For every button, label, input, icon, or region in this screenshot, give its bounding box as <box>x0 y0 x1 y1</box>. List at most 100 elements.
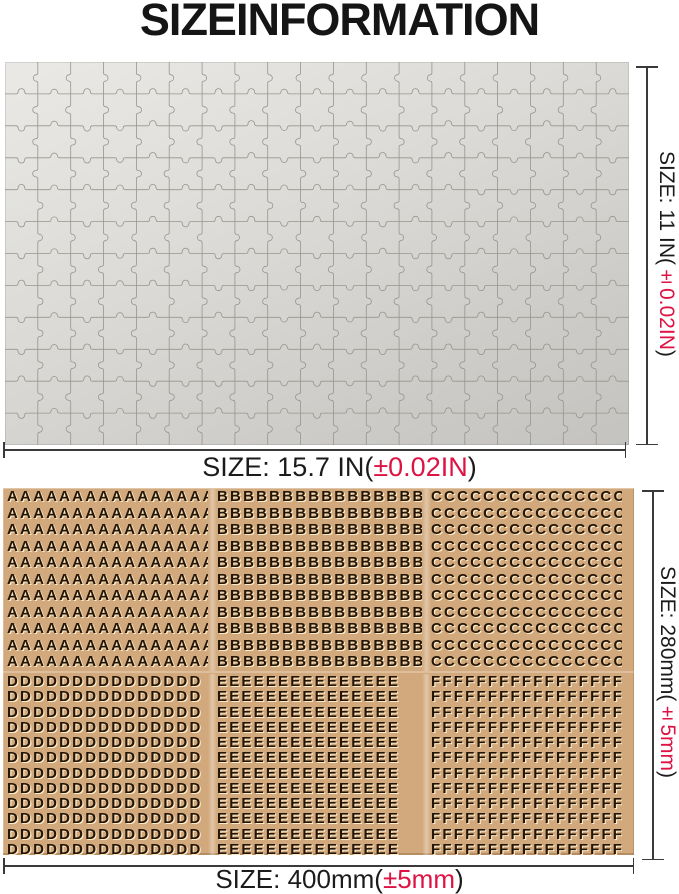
letter-row: CCCCCCCCCCCCCCC <box>431 636 622 654</box>
page-title: SIZEINFORMATION <box>139 0 540 45</box>
letter-block-e: EEEEEEEEEEEEEEE EEEEEEEEEEEEEEE EEEEEEEEEE… <box>217 674 422 857</box>
block-gap <box>208 674 217 858</box>
label-text: ) <box>467 452 477 482</box>
letter-row: BBBBBBBBBBBBBBBB <box>217 587 422 605</box>
letter-block-d: DDDDDDDDDDDDDDD DDDDDDDDDDDDDDD DDDDDDDDDD… <box>7 674 208 857</box>
letter-row: BBBBBBBBBBBBBBBB <box>217 603 422 621</box>
puzzle-pieces-pattern <box>5 62 629 445</box>
letter-row: CCCCCCCCCCCCCCC <box>431 504 622 522</box>
letter-block-f: FFFFFFFFFFFFFFFFF FFFFFFFFFFFFFFFFF FFFFFF… <box>431 674 622 857</box>
letter-row: CCCCCCCCCCCCCCC <box>431 587 622 605</box>
dimension-line-puzzle-height <box>636 66 658 445</box>
letter-row: BBBBBBBBBBBBBBBB <box>217 504 422 522</box>
label-text: SIZE: 15.7 IN( <box>202 452 374 482</box>
letter-row: DDDDDDDDDDDDDDD <box>7 825 203 843</box>
letter-row: EEEEEEEEEEEEEEE <box>217 703 401 721</box>
letter-row: BBBBBBBBBBBBBBBB <box>217 554 422 572</box>
letter-row: BBBBBBBBBBBBBBBB <box>217 570 422 588</box>
tolerance-value: ±5mm <box>656 701 679 772</box>
letter-row: EEEEEEEEEEEEEEE <box>217 795 401 813</box>
sheet-half: DDDDDDDDDDDDDDD DDDDDDDDDDDDDDD DDDDDDDDDD… <box>3 673 634 858</box>
tolerance-value: ±0.02IN <box>655 264 678 350</box>
letter-row: FFFFFFFFFFFFFFFFF <box>431 810 622 828</box>
dimension-line-puzzle-width <box>3 442 626 458</box>
letter-row: FFFFFFFFFFFFFFFFF <box>431 674 622 691</box>
letter-sticker-sheet: AAAAAAAAAAAAAAAA AAAAAAAAAAAAAAAA AAAAAAAA… <box>3 488 634 858</box>
label-text: SIZE: 400mm( <box>215 864 383 894</box>
block-gap <box>422 674 431 858</box>
letter-row: DDDDDDDDDDDDDDD <box>7 749 203 767</box>
letter-block-c: CCCCCCCCCCCCCCC CCCCCCCCCCCCCCC CCCCCCCCCC… <box>431 489 622 671</box>
letter-block-b: BBBBBBBBBBBBBBBB BBBBBBBBBBBBBBBB BBBBBBBB… <box>217 489 422 671</box>
letter-row: AAAAAAAAAAAAAAAA <box>7 504 208 522</box>
letter-row: FFFFFFFFFFFFFFFFF <box>431 764 622 782</box>
puzzle-width-label: SIZE: 15.7 IN(±0.02IN) <box>0 452 679 483</box>
letter-row: BBBBBBBBBBBBBBBB <box>217 636 422 654</box>
label-text: SIZE: 11 IN( <box>655 150 678 265</box>
letter-row: DDDDDDDDDDDDDDD <box>7 734 203 752</box>
blank-puzzle-image <box>5 62 629 445</box>
letter-row: DDDDDDDDDDDDDDD <box>7 718 203 736</box>
letter-row: EEEEEEEEEEEEEEE <box>217 779 401 797</box>
letter-row: DDDDDDDDDDDDDDD <box>7 764 203 782</box>
letter-row: DDDDDDDDDDDDDDD <box>7 779 203 797</box>
block-gap <box>208 489 217 672</box>
letter-row: EEEEEEEEEEEEEEE <box>217 718 401 736</box>
letter-row: CCCCCCCCCCCCCCC <box>431 570 622 588</box>
letter-row: FFFFFFFFFFFFFFFFF <box>431 749 622 767</box>
letter-row: DDDDDDDDDDDDDDD <box>7 795 203 813</box>
dimension-line-sheet-width <box>3 858 634 874</box>
letter-row: EEEEEEEEEEEEEEE <box>217 749 401 767</box>
letter-row: FFFFFFFFFFFFFFFFF <box>431 795 622 813</box>
letter-row: AAAAAAAAAAAAAAAA <box>7 620 208 638</box>
label-text: ) <box>656 771 679 779</box>
letter-row: BBBBBBBBBBBBBBBB <box>217 489 422 505</box>
letter-row: AAAAAAAAAAAAAAAA <box>7 653 208 671</box>
letter-row: CCCCCCCCCCCCCCC <box>431 603 622 621</box>
letter-row: CCCCCCCCCCCCCCC <box>431 554 622 572</box>
letter-row: EEEEEEEEEEEEEEE <box>217 688 401 706</box>
letter-row: FFFFFFFFFFFFFFFFF <box>431 825 622 843</box>
letter-row: EEEEEEEEEEEEEEE <box>217 674 401 691</box>
sheet-half: AAAAAAAAAAAAAAAA AAAAAAAAAAAAAAAA AAAAAAAA… <box>3 488 634 672</box>
letter-row: AAAAAAAAAAAAAAAA <box>7 603 208 621</box>
letter-row: AAAAAAAAAAAAAAAA <box>7 554 208 572</box>
letter-row: DDDDDDDDDDDDDDD <box>7 810 203 828</box>
letter-row: CCCCCCCCCCCCCCC <box>431 489 622 505</box>
tolerance-value: ±0.02IN <box>373 452 468 482</box>
letter-row: AAAAAAAAAAAAAAAA <box>7 537 208 555</box>
letter-row: AAAAAAAAAAAAAAAA <box>7 587 208 605</box>
letter-row: AAAAAAAAAAAAAAAA <box>7 636 208 654</box>
letter-row: BBBBBBBBBBBBBBBB <box>217 653 422 671</box>
label-text: SIZE: 280mm( <box>656 565 679 702</box>
letter-block-a: AAAAAAAAAAAAAAAA AAAAAAAAAAAAAAAA AAAAAAAA… <box>7 489 208 671</box>
letter-row: AAAAAAAAAAAAAAAA <box>7 489 208 505</box>
letter-row: FFFFFFFFFFFFFFFFF <box>431 734 622 752</box>
letter-row: FFFFFFFFFFFFFFFFF <box>431 840 622 858</box>
letter-row: FFFFFFFFFFFFFFFFF <box>431 718 622 736</box>
letter-row: BBBBBBBBBBBBBBBB <box>217 620 422 638</box>
block-gap <box>422 489 431 672</box>
sheet-crease <box>3 671 634 674</box>
letter-row: EEEEEEEEEEEEEEE <box>217 840 401 858</box>
letter-row: EEEEEEEEEEEEEEE <box>217 764 401 782</box>
letter-row: DDDDDDDDDDDDDDD <box>7 703 203 721</box>
label-text: ) <box>454 864 464 894</box>
letter-row: DDDDDDDDDDDDDDD <box>7 688 203 706</box>
letter-row: FFFFFFFFFFFFFFFFF <box>431 779 622 797</box>
letter-row: BBBBBBBBBBBBBBBB <box>217 537 422 555</box>
letter-row: BBBBBBBBBBBBBBBB <box>217 521 422 539</box>
puzzle-height-label: SIZE: 11 IN(±0.02IN) <box>650 62 678 445</box>
letter-row: CCCCCCCCCCCCCCC <box>431 521 622 539</box>
tolerance-value: ±5mm <box>382 864 455 894</box>
sheet-height-label: SIZE: 280mm(±5mm) <box>655 488 679 856</box>
letter-row: DDDDDDDDDDDDDDD <box>7 674 203 691</box>
letter-row: EEEEEEEEEEEEEEE <box>217 810 401 828</box>
letter-row: FFFFFFFFFFFFFFFFF <box>431 703 622 721</box>
letter-row: AAAAAAAAAAAAAAAA <box>7 570 208 588</box>
sheet-width-label: SIZE: 400mm(±5mm) <box>0 864 679 894</box>
letter-row: FFFFFFFFFFFFFFFFF <box>431 688 622 706</box>
letter-row: EEEEEEEEEEEEEEE <box>217 734 401 752</box>
label-text: ) <box>655 349 678 357</box>
